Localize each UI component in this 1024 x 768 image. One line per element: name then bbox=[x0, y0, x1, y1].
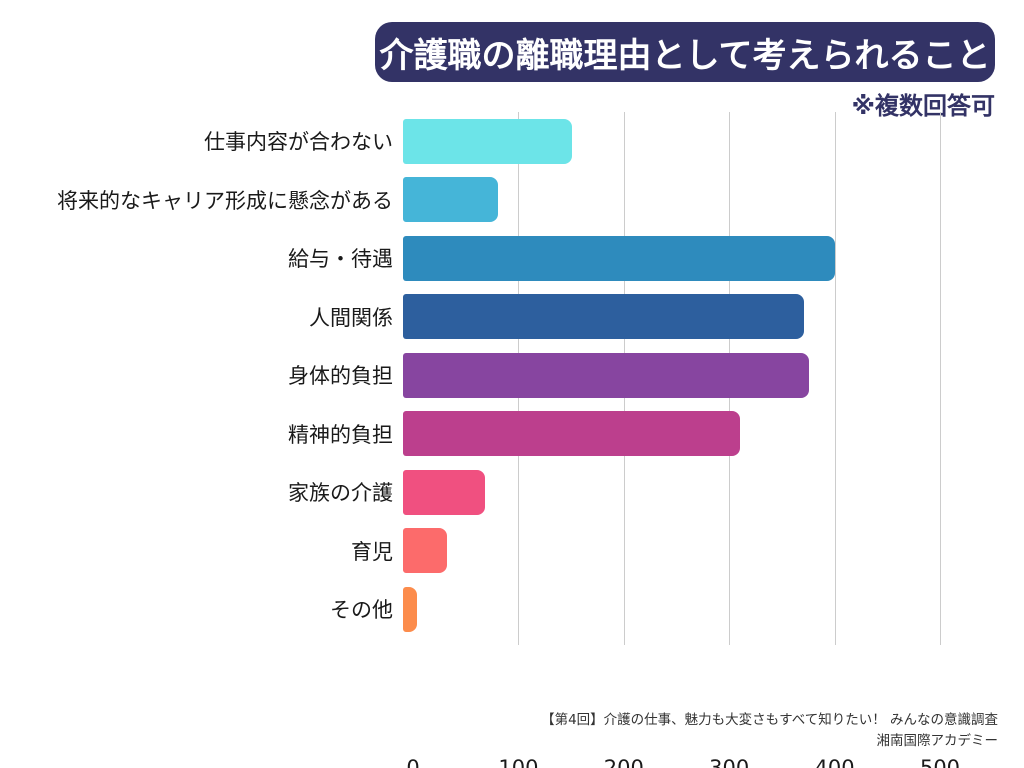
bar-1 bbox=[403, 118, 572, 164]
multiple-answers-note: ※複数回答可 bbox=[851, 92, 995, 120]
bar-4 bbox=[403, 294, 804, 340]
bar-track bbox=[403, 469, 1024, 515]
bar-track bbox=[403, 177, 1024, 223]
x-tick-label-400: 400 bbox=[814, 756, 855, 768]
bar-5 bbox=[403, 352, 809, 398]
chart-row: 給与・待遇 bbox=[0, 229, 1024, 288]
x-tick-label-0: 0 bbox=[406, 756, 420, 768]
x-tick-label-500: 500 bbox=[919, 756, 961, 768]
bar-rows: 仕事内容が合わない将来的なキャリア形成に懸念がある給与・待遇人間関係身体的負担精… bbox=[0, 112, 1024, 639]
chart-row: その他 bbox=[0, 580, 1024, 639]
chart-row: 身体的負担 bbox=[0, 346, 1024, 405]
chart-row: 精神的負担 bbox=[0, 405, 1024, 464]
bar-9 bbox=[403, 586, 417, 632]
bar-8 bbox=[403, 528, 448, 574]
category-label: 精神的負担 bbox=[288, 422, 393, 447]
x-axis: 0 100 200 300 400 500 bbox=[0, 756, 1024, 768]
category-label: その他 bbox=[330, 598, 393, 623]
source-line-2: 湘南国際アカデミー bbox=[876, 733, 999, 750]
category-label: 将来的なキャリア形成に懸念がある bbox=[57, 188, 393, 213]
chart-row: 人間関係 bbox=[0, 288, 1024, 347]
bar-7 bbox=[403, 469, 486, 515]
category-label: 仕事内容が合わない bbox=[204, 130, 393, 155]
category-label: 育児 bbox=[351, 539, 393, 564]
gridline-500 bbox=[940, 112, 941, 645]
chart-title: 介護職の離職理由として考えられること bbox=[379, 35, 991, 76]
bar-track bbox=[403, 352, 1024, 398]
chart-row: 家族の介護 bbox=[0, 463, 1024, 522]
bar-3 bbox=[403, 235, 836, 281]
gridline-400 bbox=[834, 112, 836, 645]
category-label: 給与・待遇 bbox=[288, 247, 393, 272]
x-tick-label-300: 300 bbox=[709, 756, 750, 768]
bar-track bbox=[403, 411, 1024, 457]
bar-track bbox=[403, 118, 1024, 164]
bar-track bbox=[403, 528, 1024, 574]
category-label: 身体的負担 bbox=[288, 364, 393, 389]
bar-track bbox=[403, 586, 1024, 632]
source-line-1: 【第4回】介護の仕事、魅力も大変さもすべて知りたい！ みんなの意識調査 bbox=[541, 712, 998, 729]
chart-title-banner: 介護職の離職理由として考えられること bbox=[375, 22, 995, 82]
source-footer: 【第4回】介護の仕事、魅力も大変さもすべて知りたい！ みんなの意識調査 湘南国際… bbox=[541, 710, 998, 752]
bar-2 bbox=[403, 177, 498, 223]
category-label: 家族の介護 bbox=[288, 481, 393, 506]
bar-6 bbox=[403, 411, 741, 457]
x-tick-label-100: 100 bbox=[498, 756, 539, 768]
bar-track bbox=[403, 235, 1024, 281]
bar-track bbox=[403, 294, 1024, 340]
x-tick-label-200: 200 bbox=[603, 756, 644, 768]
bar-chart: 仕事内容が合わない将来的なキャリア形成に懸念がある給与・待遇人間関係身体的負担精… bbox=[0, 112, 1024, 768]
chart-row: 将来的なキャリア形成に懸念がある bbox=[0, 171, 1024, 230]
chart-row: 育児 bbox=[0, 522, 1024, 581]
category-label: 人間関係 bbox=[309, 305, 393, 330]
chart-row: 仕事内容が合わない bbox=[0, 112, 1024, 171]
